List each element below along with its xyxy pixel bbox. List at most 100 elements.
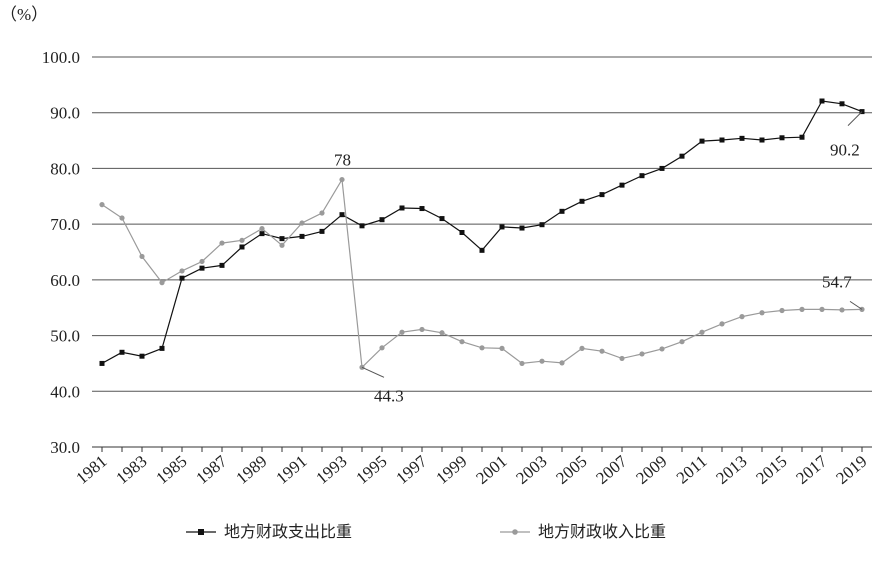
- x-tick-label: 2005: [552, 452, 590, 488]
- data-point: [319, 210, 325, 216]
- x-tick-label: 1993: [312, 452, 350, 488]
- data-point: [579, 198, 585, 204]
- series-lines: [99, 98, 865, 370]
- data-point: [199, 258, 205, 265]
- data-point: [579, 345, 585, 351]
- data-point: [399, 205, 405, 211]
- x-tick-label: 1989: [232, 452, 270, 488]
- data-point: [299, 220, 305, 226]
- data-point: [499, 345, 505, 351]
- data-point: [219, 240, 225, 246]
- x-tick-label: 1997: [392, 451, 431, 488]
- legend: 地方财政支出比重 地方财政收入比重: [186, 522, 666, 541]
- data-point: [679, 153, 685, 159]
- data-point: [499, 224, 505, 230]
- x-tick-label: 2011: [673, 452, 711, 488]
- data-point: [619, 355, 625, 362]
- data-point: [259, 226, 265, 232]
- data-point: [179, 268, 185, 274]
- data-point: [319, 228, 325, 234]
- data-point: [699, 138, 705, 144]
- data-point: [639, 173, 645, 179]
- data-point: [199, 265, 205, 271]
- data-point: [439, 330, 445, 336]
- data-point: [239, 244, 245, 250]
- legend-item-1: 地方财政收入比重: [500, 522, 666, 541]
- y-axis-ticks: 100.0 90.0 80.0 70.0 60.0 50.0 40.0 30.0: [42, 48, 80, 457]
- data-point: [539, 222, 545, 228]
- data-point: [479, 345, 485, 351]
- series-1: [99, 176, 865, 370]
- annotation-label: 44.3: [374, 386, 404, 405]
- data-point: [159, 345, 165, 351]
- annotations: 78 44.3 90.2 54.7: [334, 111, 863, 405]
- x-tick-label: 2017: [792, 451, 831, 488]
- data-point: [419, 206, 425, 212]
- data-point: [779, 307, 785, 314]
- data-point: [139, 353, 145, 359]
- data-point: [359, 223, 365, 229]
- series-0: [99, 98, 865, 366]
- data-point: [179, 275, 185, 281]
- data-point: [479, 247, 485, 253]
- data-point: [259, 231, 265, 237]
- data-point: [439, 216, 445, 222]
- data-point: [619, 182, 625, 188]
- data-point: [519, 360, 525, 367]
- x-tick-label: 1985: [152, 452, 190, 488]
- data-point: [219, 262, 225, 268]
- x-tick-label: 1999: [432, 452, 470, 488]
- data-point: [99, 360, 105, 366]
- data-point: [279, 236, 285, 242]
- series-line: [101, 177, 863, 369]
- annotation-label: 54.7: [822, 272, 852, 291]
- data-point: [679, 339, 685, 345]
- data-point: [699, 329, 705, 335]
- data-point: [779, 135, 785, 141]
- x-tick-label: 2013: [712, 452, 750, 488]
- annotation-label: 90.2: [830, 141, 860, 160]
- series-line: [101, 100, 863, 364]
- x-tick-label: 2019: [832, 452, 870, 488]
- x-tick-label: 2009: [632, 452, 670, 488]
- y-unit-label: （%）: [0, 5, 48, 24]
- legend-label: 地方财政收入比重: [538, 522, 666, 541]
- x-tick-label: 2015: [752, 452, 790, 488]
- data-point: [719, 137, 725, 143]
- data-point: [759, 137, 765, 143]
- annotation-leader: [849, 300, 863, 310]
- y-tick-label: 100.0: [42, 48, 80, 67]
- data-point: [739, 135, 745, 141]
- legend-marker: [198, 529, 204, 535]
- data-point: [279, 242, 285, 248]
- data-point: [719, 321, 725, 327]
- data-point: [739, 314, 745, 320]
- x-tick-label: 2003: [512, 452, 550, 488]
- data-point: [459, 339, 465, 345]
- data-point: [139, 253, 145, 260]
- x-tick-label: 1983: [112, 452, 150, 488]
- data-point: [339, 212, 345, 218]
- legend-marker: [512, 529, 518, 535]
- data-point: [399, 329, 405, 335]
- data-point: [799, 306, 805, 312]
- x-tick-label: 2001: [472, 452, 510, 488]
- data-point: [599, 348, 605, 354]
- legend-item-0: 地方财政支出比重: [186, 522, 352, 541]
- data-point: [119, 349, 125, 355]
- data-point: [419, 326, 425, 333]
- data-point: [99, 202, 105, 208]
- x-tick-label: 2007: [592, 451, 631, 488]
- data-point: [379, 345, 385, 351]
- data-point: [339, 176, 345, 183]
- y-tick-label: 50.0: [50, 327, 80, 346]
- data-point: [459, 230, 465, 235]
- data-point: [659, 346, 665, 352]
- data-point: [659, 165, 665, 171]
- data-point: [839, 307, 845, 313]
- data-point: [379, 217, 385, 223]
- data-point: [539, 358, 545, 364]
- data-point: [239, 237, 245, 243]
- y-tick-label: 90.0: [50, 104, 80, 123]
